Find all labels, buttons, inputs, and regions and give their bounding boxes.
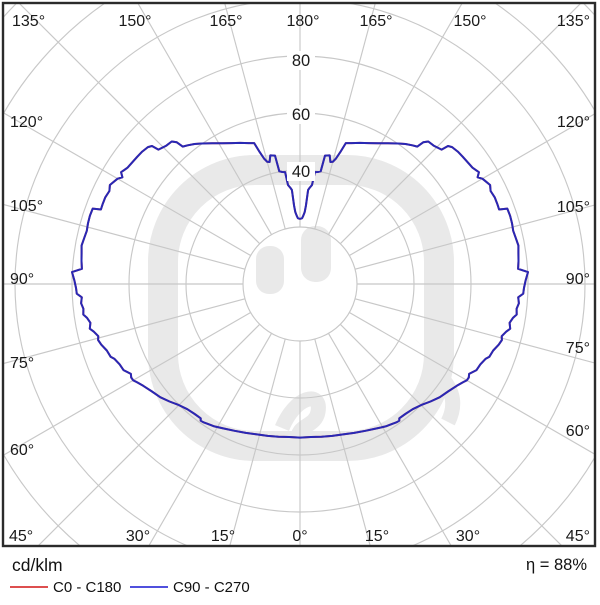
legend: C0 - C180 C90 - C270	[0, 578, 600, 596]
svg-text:180°: 180°	[286, 13, 319, 30]
efficiency-label: η = 88%	[526, 556, 587, 575]
c90-c270-line-swatch	[130, 586, 168, 589]
c90-c270-label: C90 - C270	[173, 579, 250, 596]
svg-text:135°: 135°	[557, 13, 590, 30]
svg-text:60°: 60°	[566, 423, 590, 440]
legend-entry-c0: C0 - C180	[10, 578, 121, 596]
svg-text:15°: 15°	[365, 528, 389, 545]
brand-watermark-icon	[163, 170, 453, 446]
svg-text:30°: 30°	[126, 528, 150, 545]
svg-text:90°: 90°	[566, 271, 590, 288]
svg-text:15°: 15°	[211, 528, 235, 545]
svg-text:45°: 45°	[9, 528, 33, 545]
watermark-pin-right	[301, 226, 331, 282]
svg-text:60°: 60°	[10, 442, 34, 459]
svg-text:105°: 105°	[557, 199, 590, 216]
svg-text:150°: 150°	[453, 13, 486, 30]
svg-text:30°: 30°	[456, 528, 480, 545]
c0-c180-label: C0 - C180	[53, 579, 121, 596]
svg-text:120°: 120°	[10, 114, 43, 131]
svg-text:165°: 165°	[209, 13, 242, 30]
svg-text:75°: 75°	[10, 355, 34, 372]
legend-entry-c90: C90 - C270	[130, 578, 250, 596]
svg-text:80: 80	[292, 52, 310, 70]
svg-text:135°: 135°	[12, 13, 45, 30]
svg-text:75°: 75°	[566, 340, 590, 357]
unit-label: cd/klm	[12, 555, 63, 576]
svg-text:90°: 90°	[10, 271, 34, 288]
chart-frame	[3, 3, 595, 546]
svg-text:120°: 120°	[557, 114, 590, 131]
svg-text:40: 40	[292, 163, 310, 181]
watermark-pin-left	[256, 246, 284, 294]
svg-text:150°: 150°	[118, 13, 151, 30]
svg-text:45°: 45°	[566, 528, 590, 545]
svg-text:105°: 105°	[10, 198, 43, 215]
svg-text:165°: 165°	[359, 13, 392, 30]
svg-text:60: 60	[292, 106, 310, 124]
c0-c180-line-swatch	[10, 586, 48, 589]
svg-text:0°: 0°	[292, 528, 307, 545]
